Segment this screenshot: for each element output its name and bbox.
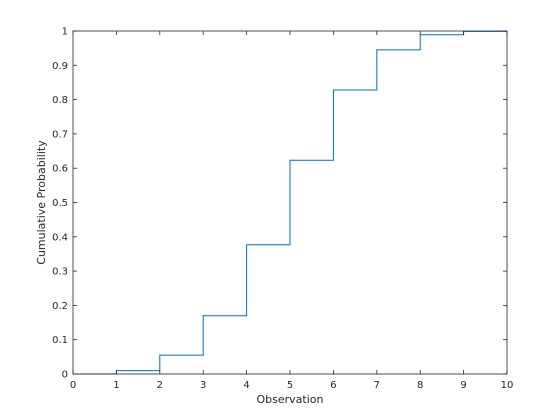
cdf-step-line bbox=[73, 30, 508, 375]
y-axis-label: Cumulative Probability bbox=[35, 140, 48, 265]
y-tick-label: 0 bbox=[62, 370, 68, 381]
x-ticks: 0 1 2 3 4 5 6 7 8 9 10 bbox=[70, 31, 514, 391]
x-tick-label: 6 bbox=[330, 380, 336, 391]
y-ticks: 0 0.1 0.2 0.3 0.4 0.5 0.6 0.7 0.8 0.9 1 bbox=[52, 27, 507, 381]
x-tick-label: 9 bbox=[460, 380, 466, 391]
y-tick-label: 0.5 bbox=[52, 198, 68, 209]
x-tick-label: 2 bbox=[157, 380, 163, 391]
y-tick-label: 0.8 bbox=[52, 95, 68, 106]
y-tick-label: 0.1 bbox=[52, 335, 68, 346]
x-tick-label: 4 bbox=[243, 380, 249, 391]
series-layer bbox=[73, 30, 508, 375]
x-axis-label: Observation bbox=[257, 393, 324, 406]
x-tick-label: 5 bbox=[287, 380, 293, 391]
y-tick-label: 0.2 bbox=[52, 301, 68, 312]
x-tick-label: 10 bbox=[501, 380, 514, 391]
y-tick-label: 1 bbox=[62, 27, 68, 38]
y-tick-label: 0.4 bbox=[52, 232, 68, 243]
y-tick-label: 0.3 bbox=[52, 267, 68, 278]
y-tick-label: 0.9 bbox=[52, 61, 68, 72]
x-tick-label: 0 bbox=[70, 380, 76, 391]
x-tick-label: 7 bbox=[374, 380, 380, 391]
y-tick-label: 0.6 bbox=[52, 164, 68, 175]
x-tick-label: 1 bbox=[113, 380, 119, 391]
y-tick-label: 0.7 bbox=[52, 129, 68, 140]
x-tick-label: 3 bbox=[200, 380, 206, 391]
x-tick-label: 8 bbox=[417, 380, 423, 391]
